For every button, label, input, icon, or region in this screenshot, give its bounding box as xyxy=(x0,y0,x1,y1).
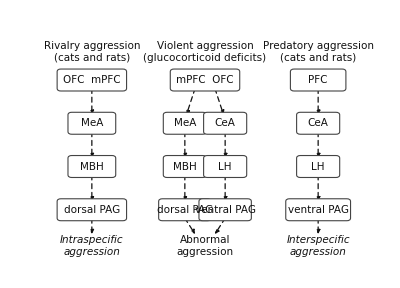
FancyBboxPatch shape xyxy=(286,199,350,221)
FancyBboxPatch shape xyxy=(297,112,340,134)
Text: MBH: MBH xyxy=(173,162,197,172)
Text: Predatory aggression
(cats and rats): Predatory aggression (cats and rats) xyxy=(263,41,374,63)
FancyBboxPatch shape xyxy=(199,199,251,221)
Text: MeA: MeA xyxy=(174,118,196,128)
Text: ventral PAG: ventral PAG xyxy=(288,205,349,215)
Text: OFC  mPFC: OFC mPFC xyxy=(63,75,121,85)
Text: LH: LH xyxy=(311,162,325,172)
Text: Rivalry aggression
(cats and rats): Rivalry aggression (cats and rats) xyxy=(44,41,140,63)
Text: Interspecific
aggression: Interspecific aggression xyxy=(286,235,350,257)
Text: dorsal PAG: dorsal PAG xyxy=(64,205,120,215)
FancyBboxPatch shape xyxy=(57,199,126,221)
Text: Abnormal
aggression: Abnormal aggression xyxy=(176,235,234,257)
FancyBboxPatch shape xyxy=(204,112,247,134)
Text: Violent aggression
(glucocorticoid deficits): Violent aggression (glucocorticoid defic… xyxy=(144,41,266,63)
Text: MBH: MBH xyxy=(80,162,104,172)
FancyBboxPatch shape xyxy=(68,156,116,177)
FancyBboxPatch shape xyxy=(159,199,211,221)
Text: CeA: CeA xyxy=(215,118,236,128)
FancyBboxPatch shape xyxy=(163,156,206,177)
FancyBboxPatch shape xyxy=(297,156,340,177)
Text: ventral PAG: ventral PAG xyxy=(195,205,256,215)
Text: LH: LH xyxy=(218,162,232,172)
FancyBboxPatch shape xyxy=(163,112,206,134)
FancyBboxPatch shape xyxy=(204,156,247,177)
Text: Intraspecific
aggression: Intraspecific aggression xyxy=(60,235,124,257)
Text: dorsal PAG: dorsal PAG xyxy=(157,205,213,215)
FancyBboxPatch shape xyxy=(68,112,116,134)
FancyBboxPatch shape xyxy=(290,69,346,91)
Text: mPFC  OFC: mPFC OFC xyxy=(176,75,234,85)
Text: CeA: CeA xyxy=(308,118,328,128)
Text: MeA: MeA xyxy=(81,118,103,128)
Text: PFC: PFC xyxy=(308,75,328,85)
FancyBboxPatch shape xyxy=(170,69,240,91)
FancyBboxPatch shape xyxy=(57,69,126,91)
